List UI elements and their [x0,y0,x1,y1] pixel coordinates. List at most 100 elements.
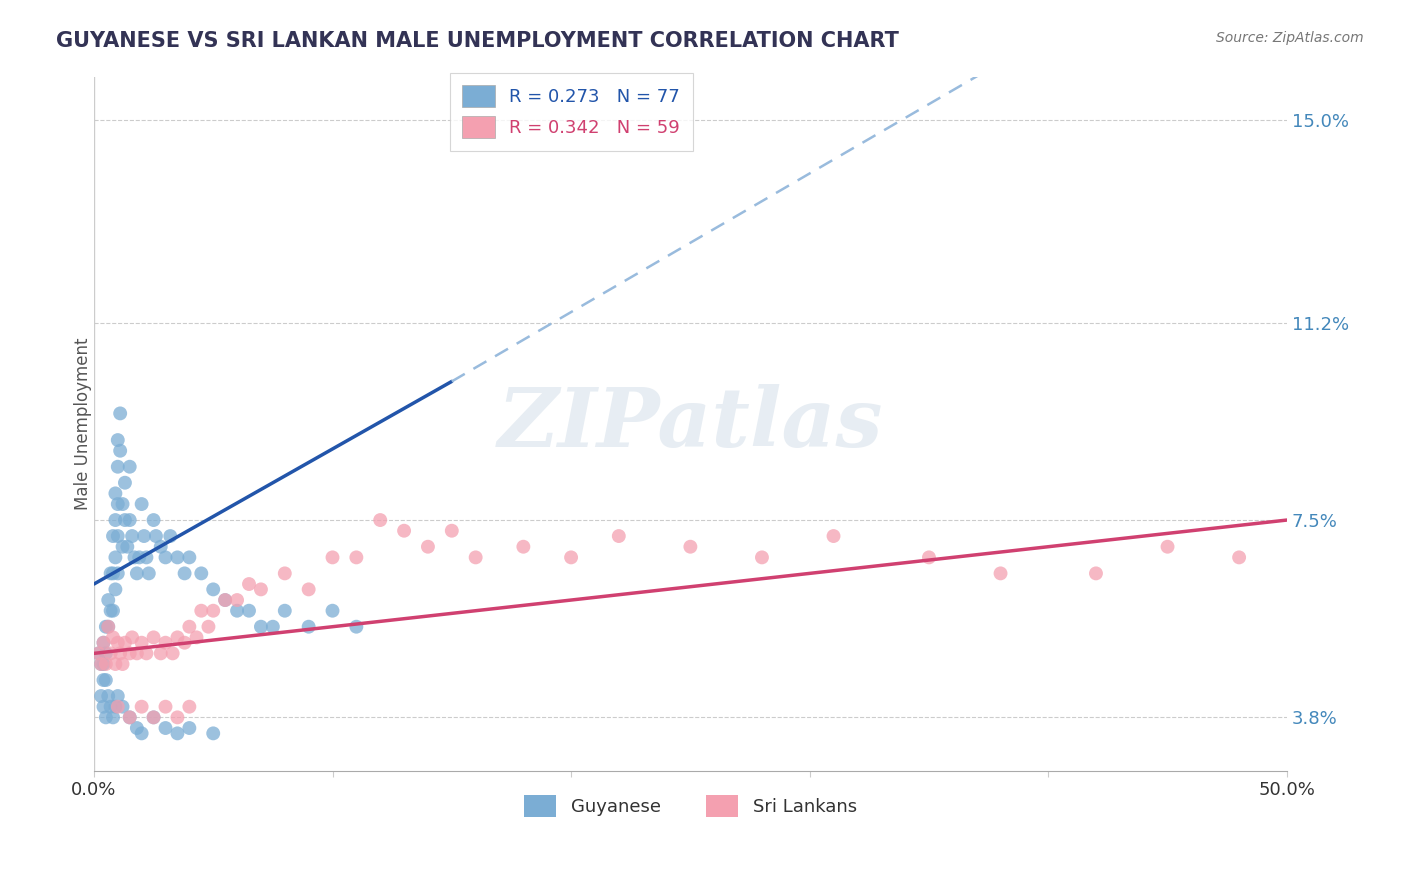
Point [94,657,117,671]
Point [1227,550,1250,565]
Point [344,620,367,634]
Point [107,636,129,650]
Point [990,566,1012,581]
Point [107,497,129,511]
Point [107,689,129,703]
Point [94,673,117,687]
Point [104,657,127,671]
Y-axis label: Male Unemployment: Male Unemployment [75,338,91,510]
Point [262,620,284,634]
Point [97,620,120,634]
Point [918,550,941,565]
Point [104,699,127,714]
Text: ZIPatlas: ZIPatlas [498,384,883,464]
Point [131,636,153,650]
Point [97,593,120,607]
Point [90,689,112,703]
Point [114,513,136,527]
Point [118,513,141,527]
Point [104,582,127,597]
Point [368,513,391,527]
Point [93,657,115,671]
Point [142,710,165,724]
Point [274,566,297,581]
Point [100,699,122,714]
Point [118,646,141,660]
Point [344,550,367,565]
Point [97,620,120,634]
Point [155,699,177,714]
Point [101,631,124,645]
Point [159,529,181,543]
Point [214,593,236,607]
Point [142,710,165,724]
Point [138,566,160,581]
Point [87,646,110,660]
Point [94,620,117,634]
Point [392,524,415,538]
Point [179,620,201,634]
Point [149,646,172,660]
Point [121,631,143,645]
Point [149,540,172,554]
Point [125,721,148,735]
Point [173,566,195,581]
Point [117,540,139,554]
Point [107,529,129,543]
Point [107,433,129,447]
Point [179,699,201,714]
Point [131,699,153,714]
Point [90,657,112,671]
Point [132,529,155,543]
Point [135,646,157,660]
Point [94,710,117,724]
Point [179,550,201,565]
Point [93,636,115,650]
Point [321,550,343,565]
Point [166,726,188,740]
Point [101,710,124,724]
Point [108,443,131,458]
Point [250,620,273,634]
Point [179,721,201,735]
Point [416,540,439,554]
Point [108,646,131,660]
Point [155,550,177,565]
Point [166,631,188,645]
Point [121,529,143,543]
Point [155,721,177,735]
Point [823,529,845,543]
Point [202,726,225,740]
Point [93,636,115,650]
Point [145,529,167,543]
Point [135,550,157,565]
Point [111,699,134,714]
Point [93,673,115,687]
Point [321,604,343,618]
Point [118,459,141,474]
Point [197,620,219,634]
Point [125,566,148,581]
Point [512,540,534,554]
Point [142,631,165,645]
Point [155,636,177,650]
Point [1084,566,1107,581]
Point [100,646,122,660]
Point [114,636,136,650]
Point [440,524,463,538]
Point [274,604,297,618]
Point [100,604,122,618]
Point [190,566,212,581]
Point [104,550,127,565]
Legend: Guyanese, Sri Lankans: Guyanese, Sri Lankans [516,788,865,824]
Point [93,699,115,714]
Point [131,726,153,740]
Point [142,513,165,527]
Point [94,646,117,660]
Point [214,593,236,607]
Point [100,566,122,581]
Point [101,566,124,581]
Point [97,689,120,703]
Point [238,577,260,591]
Point [166,710,188,724]
